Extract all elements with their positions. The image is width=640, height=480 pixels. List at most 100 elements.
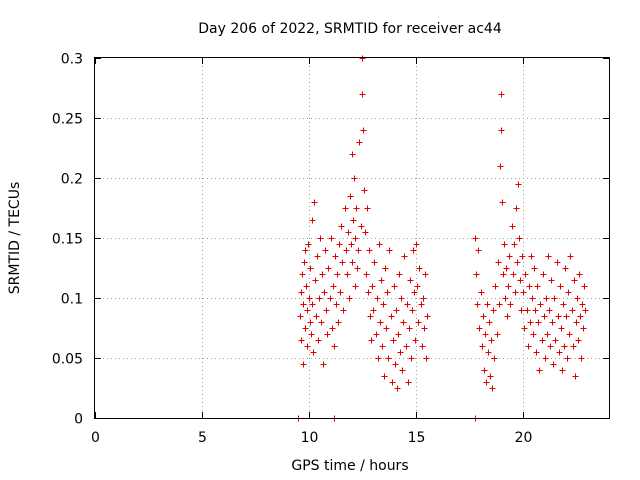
data-point: [307, 319, 314, 326]
data-point: [570, 343, 577, 350]
data-point: [500, 271, 507, 278]
data-point: [498, 91, 505, 98]
data-point: [557, 283, 564, 290]
data-point: [299, 271, 306, 278]
data-point: [305, 241, 312, 248]
data-point: [414, 283, 421, 290]
data-point: [379, 343, 386, 350]
data-point: [490, 307, 497, 314]
data-point: [474, 301, 481, 308]
data-point: [487, 373, 494, 380]
data-point: [563, 313, 570, 320]
data-point: [569, 307, 576, 314]
data-point: [498, 127, 505, 134]
data-point: [375, 355, 382, 362]
data-point: [311, 199, 318, 206]
data-point: [528, 253, 535, 260]
data-point: [382, 265, 389, 272]
data-point: [412, 337, 419, 344]
data-point: [380, 301, 387, 308]
data-point: [302, 325, 309, 332]
plot-frame: [94, 57, 610, 419]
data-point: [392, 361, 399, 368]
data-point: [509, 223, 516, 230]
data-point: [353, 205, 360, 212]
y-tick-label: 0.05: [52, 352, 83, 368]
data-point: [562, 265, 569, 272]
data-point: [405, 379, 412, 386]
data-point: [543, 295, 550, 302]
data-point: [374, 295, 381, 302]
data-point: [558, 325, 565, 332]
data-point: [514, 259, 521, 266]
data-point: [485, 349, 492, 356]
data-point: [578, 355, 585, 362]
data-point: [332, 253, 339, 260]
data-point: [359, 55, 366, 62]
data-point: [577, 313, 584, 320]
data-point: [367, 313, 374, 320]
data-point: [534, 283, 541, 290]
data-point: [420, 295, 427, 302]
data-point: [360, 127, 367, 134]
data-point: [581, 283, 588, 290]
data-point: [564, 355, 571, 362]
data-point: [507, 301, 514, 308]
data-point: [401, 253, 408, 260]
data-point: [298, 337, 305, 344]
data-point: [304, 307, 311, 314]
data-point: [492, 283, 499, 290]
data-point: [548, 277, 555, 284]
data-point: [575, 337, 582, 344]
data-point: [573, 319, 580, 326]
data-point: [350, 217, 357, 224]
y-tick-label: 0.3: [61, 52, 83, 68]
data-point: [391, 283, 398, 290]
data-point: [328, 235, 335, 242]
data-point: [371, 259, 378, 266]
y-tick-label: 0: [74, 412, 83, 428]
data-point: [537, 301, 544, 308]
data-point: [368, 337, 375, 344]
data-point: [512, 289, 519, 296]
data-point: [415, 319, 422, 326]
data-point: [478, 289, 485, 296]
data-point: [519, 253, 526, 260]
data-point: [531, 265, 538, 272]
data-point: [323, 307, 330, 314]
data-point: [408, 355, 415, 362]
data-point: [407, 277, 414, 284]
chart-title: Day 206 of 2022, SRMTID for receiver ac4…: [198, 21, 502, 37]
data-point: [516, 235, 523, 242]
data-point: [358, 223, 365, 230]
data-point: [396, 271, 403, 278]
data-point: [550, 361, 557, 368]
data-point: [526, 283, 533, 290]
data-point: [309, 301, 316, 308]
data-point: [421, 325, 428, 332]
data-point: [554, 259, 561, 266]
data-point: [411, 289, 418, 296]
data-point: [362, 229, 369, 236]
data-point: [377, 319, 384, 326]
data-point: [403, 343, 410, 350]
data-point: [549, 319, 556, 326]
data-point: [481, 367, 488, 374]
data-point: [566, 331, 573, 338]
data-point: [513, 205, 520, 212]
data-point: [522, 271, 529, 278]
data-point: [529, 295, 536, 302]
data-point: [400, 319, 407, 326]
data-point: [354, 265, 361, 272]
data-point: [398, 295, 405, 302]
data-point: [495, 259, 502, 266]
data-point: [532, 307, 539, 314]
data-point: [582, 307, 589, 314]
data-point: [355, 247, 362, 254]
data-point: [373, 331, 380, 338]
data-point: [561, 343, 568, 350]
data-point: [503, 265, 510, 272]
data-point: [329, 325, 336, 332]
data-point: [316, 295, 323, 302]
data-point: [565, 289, 572, 296]
